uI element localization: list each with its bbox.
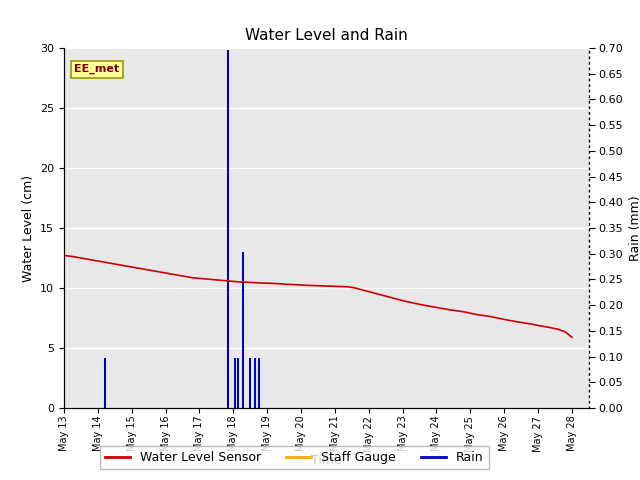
Bar <box>104 358 106 408</box>
Bar <box>234 358 236 408</box>
Text: EE_met: EE_met <box>74 64 120 74</box>
Title: Water Level and Rain: Water Level and Rain <box>245 28 408 43</box>
Bar <box>243 252 244 408</box>
Bar <box>249 358 252 408</box>
Legend: Water Level Sensor, Staff Gauge, Rain: Water Level Sensor, Staff Gauge, Rain <box>100 446 489 469</box>
X-axis label: Time: Time <box>311 454 342 468</box>
Y-axis label: Rain (mm): Rain (mm) <box>629 195 640 261</box>
Bar <box>258 358 260 408</box>
Bar <box>254 358 256 408</box>
Bar <box>237 358 239 408</box>
Y-axis label: Water Level (cm): Water Level (cm) <box>22 174 35 282</box>
Bar <box>227 50 229 408</box>
